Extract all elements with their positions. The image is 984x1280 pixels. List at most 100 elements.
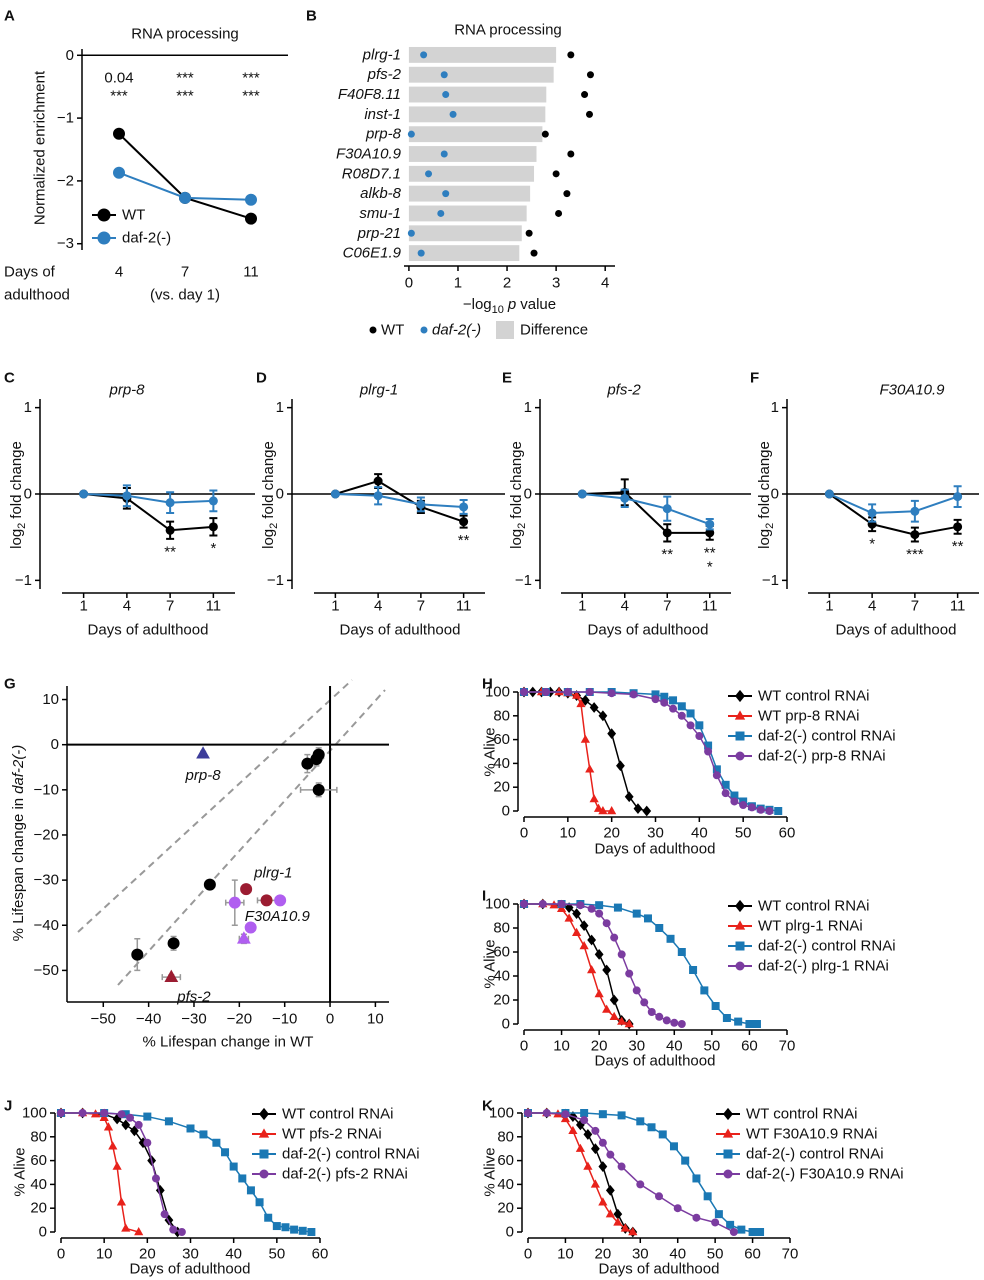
series-line [61,1112,139,1233]
marker [442,91,450,99]
marker [712,771,721,780]
marker [57,1109,65,1117]
marker [606,1150,615,1159]
legend-label: Difference [520,322,588,339]
marker [598,1110,607,1119]
marker [677,1020,686,1028]
y-axis-label: log2 fold change [508,441,529,549]
legend-label: daf-2(-) plrg-1 RNAi [758,958,889,975]
marker [700,986,709,995]
legend-label: WT control RNAi [758,688,869,705]
marker [867,508,877,518]
point-label: prp-8 [185,767,222,784]
panel-letter: A [4,8,15,25]
y-tick-label: 40 [497,1176,514,1193]
y-tick-label: 60 [497,1152,514,1169]
y-tick-label: 40 [493,755,510,772]
x-axis-note: (vs. day 1) [150,287,220,304]
marker [689,966,698,974]
marker [78,1109,87,1117]
legend-label: daf-2(-) pfs-2 RNAi [282,1166,408,1183]
series-line [335,479,464,523]
marker [245,193,257,206]
marker [208,522,218,532]
x-tick-label: 7 [911,598,919,615]
marker [417,249,425,257]
category-label: prp-21 [357,225,401,242]
marker [373,476,383,486]
y-axis-label-part: 2 [16,523,28,529]
marker [712,765,721,774]
marker [617,1016,627,1025]
x-tick-label: 4 [868,598,876,615]
significance-label: ** [704,544,716,561]
marker [695,721,704,730]
marker [670,1018,679,1027]
x-tick-label: 10 [559,825,576,842]
marker [208,496,218,506]
y-axis-label-part: fold change [508,441,525,519]
marker [196,746,210,759]
marker [143,1112,152,1121]
marker [165,498,175,508]
marker [953,492,963,502]
marker [134,1120,143,1129]
marker [167,937,180,950]
legend-label: WT plrg-1 RNAi [758,918,863,935]
marker [229,1162,238,1171]
marker [108,1141,118,1150]
y-tick-label: 80 [493,707,510,724]
point-label: F30A10.9 [245,908,311,925]
marker [695,732,704,741]
x-axis-label: Days of adulthood [836,622,957,639]
marker [598,1197,608,1206]
marker [100,1109,109,1117]
marker [590,1143,600,1155]
marker [581,91,589,99]
marker [541,688,550,696]
marker [572,908,581,919]
x-tick-label: 10 [367,1011,384,1028]
marker [79,489,89,499]
marker [576,698,586,708]
marker [598,806,608,815]
significance-label: *** [906,546,924,563]
marker [561,1110,570,1119]
marker [624,1019,634,1028]
series-line [828,493,958,515]
marker [752,1020,761,1028]
marker [117,1110,126,1119]
point-label: plrg-1 [253,865,292,882]
marker [616,760,625,772]
panel-letter: G [4,676,16,693]
marker [555,209,563,217]
marker [669,1142,678,1151]
marker [312,783,325,796]
x-tick-label: 60 [744,1246,761,1263]
x-axis-label: Days of [4,264,56,281]
x-axis-label: Days of adulthood [130,1261,251,1278]
y-tick-label: 0 [66,47,74,64]
significance-label: *** [242,88,260,105]
x-tick-label: 0 [524,1246,532,1263]
marker [330,489,340,499]
marker [642,805,652,817]
category-label: prp-8 [365,126,402,143]
y-axis-label-part: 2 [516,523,528,529]
x-tick-label: 40 [691,825,708,842]
x-tick-label: 30 [647,825,664,842]
marker [369,326,377,334]
marker [312,748,325,761]
marker [131,948,144,961]
marker [164,1214,174,1226]
marker [442,190,450,198]
x-tick-label: 30 [628,1038,645,1055]
marker [721,789,730,798]
category-label: inst-1 [364,106,401,123]
y-axis-label: % Alive [12,1147,29,1196]
marker [660,698,669,707]
y-axis-label-part: daf-2(-) [10,745,27,794]
category-label: pfs-2 [367,66,402,83]
marker [662,504,672,514]
marker [272,1222,281,1231]
